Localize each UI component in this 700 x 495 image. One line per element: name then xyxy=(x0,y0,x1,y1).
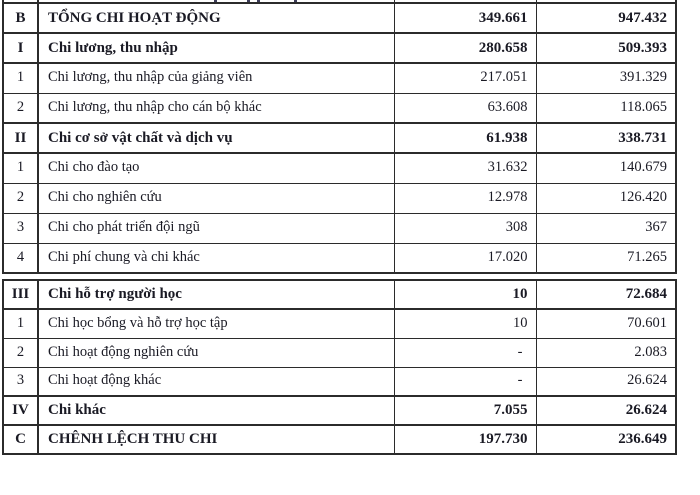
cell-value-col1: 61.938 xyxy=(393,122,537,154)
cell-value-col1: 10 xyxy=(393,308,537,339)
cell-value-col1: 17.020 xyxy=(393,242,537,274)
cell-code: I xyxy=(2,32,39,64)
table-row: 4 Chi phí chung và chi khác 17.020 71.265 xyxy=(2,242,677,274)
cell-value-col2: 391.329 xyxy=(535,62,677,94)
cell-value-col1: 12.978 xyxy=(393,182,537,214)
cell-value-col2: 71.265 xyxy=(535,242,677,274)
cell-value-col2: 70.601 xyxy=(535,308,677,339)
cell-value-col2: 72.684 xyxy=(535,279,677,310)
cell-code: B xyxy=(2,2,39,34)
expense-table-upper: B TỔNG CHI HOẠT ĐỘNG 349.661 947.432 I Chi lư… xyxy=(2,0,677,274)
text-fragment xyxy=(257,0,260,2)
table-row: I Chi lương, thu nhập 280.658 509.393 xyxy=(2,32,677,64)
cell-label xyxy=(37,0,395,4)
cell-value-col1: 308 xyxy=(393,212,537,244)
cell-value-col2: 126.420 xyxy=(535,182,677,214)
cell-value-col2: 26.624 xyxy=(535,366,677,397)
cell-value-col1: 217.051 xyxy=(393,62,537,94)
cell-value-col1: 10 xyxy=(393,279,537,310)
cell-code: 4 xyxy=(2,242,39,274)
cell-value-col2: 236.649 xyxy=(535,424,677,455)
cell-label: Chi khác xyxy=(37,395,395,426)
table-row: 2 Chi cho nghiên cứu 12.978 126.420 xyxy=(2,182,677,214)
table-row: IV Chi khác 7.055 26.624 xyxy=(2,395,677,426)
expense-table-lower: III Chi hỗ trợ người học 10 72.684 1 Chi học … xyxy=(2,279,677,455)
table-row: 2 Chi hoạt động nghiên cứu -2.083 xyxy=(2,337,677,368)
cell-value-col1: 31.632 xyxy=(393,152,537,184)
table-row: 2 Chi lương, thu nhập cho cán bộ khác 63.6… xyxy=(2,92,677,124)
cell-value-col1: 197.730 xyxy=(393,424,537,455)
cell-code: 3 xyxy=(2,366,39,397)
cell-label: Chi cho nghiên cứu xyxy=(37,182,395,214)
cell-value-col2: 2.083 xyxy=(535,337,677,368)
table-row: 1 Chi lương, thu nhập của giảng viên 217.0… xyxy=(2,62,677,94)
cell-value-col1: 7.055 xyxy=(393,395,537,426)
cell-value-col1: 280.658 xyxy=(393,32,537,64)
cell-label: Chi lương, thu nhập xyxy=(37,32,395,64)
cell-code: 1 xyxy=(2,152,39,184)
cell-code: C xyxy=(2,424,39,455)
cell-value-col2: 140.679 xyxy=(535,152,677,184)
cell-code: 3 xyxy=(2,212,39,244)
text-fragment xyxy=(214,0,217,2)
cell-value-col2: 509.393 xyxy=(535,32,677,64)
cell-code: 2 xyxy=(2,92,39,124)
cell-code: 2 xyxy=(2,182,39,214)
cell-value-col2: 947.432 xyxy=(535,2,677,34)
cell-label: Chi hỗ trợ người học xyxy=(37,279,395,310)
cell-label: Chi hoạt động khác xyxy=(37,366,395,397)
cell-code: 1 xyxy=(2,62,39,94)
text-fragment xyxy=(294,0,297,2)
cell-value-col1: 63.608 xyxy=(393,92,537,124)
cell-label: Chi cho phát triển đội ngũ xyxy=(37,212,395,244)
table-row: 3 Chi cho phát triển đội ngũ 308 367 xyxy=(2,212,677,244)
table-row: B TỔNG CHI HOẠT ĐỘNG 349.661 947.432 xyxy=(2,2,677,34)
cell-value-col1: - xyxy=(393,337,537,368)
cell-label: TỔNG CHI HOẠT ĐỘNG xyxy=(37,2,395,34)
cell-code: II xyxy=(2,122,39,154)
cell-label: CHÊNH LỆCH THU CHI xyxy=(37,424,395,455)
cell-value-col1: 349.661 xyxy=(393,2,537,34)
cell-value-col1: - xyxy=(393,366,537,397)
cell-label: Chi lương, thu nhập của giảng viên xyxy=(37,62,395,94)
table-row: C CHÊNH LỆCH THU CHI 197.730 236.649 xyxy=(2,424,677,455)
cell-value-col2: 118.065 xyxy=(535,92,677,124)
text-fragment xyxy=(247,0,250,2)
table-row: 3 Chi hoạt động khác -26.624 xyxy=(2,366,677,397)
cell-label: Chi phí chung và chi khác xyxy=(37,242,395,274)
cell-label: Chi cho đào tạo xyxy=(37,152,395,184)
table-row: III Chi hỗ trợ người học 10 72.684 xyxy=(2,279,677,310)
cell-value-col2: 26.624 xyxy=(535,395,677,426)
cell-label: Chi học bổng và hỗ trợ học tập xyxy=(37,308,395,339)
cell-code: 2 xyxy=(2,337,39,368)
cell-value-col2: 367 xyxy=(535,212,677,244)
cell-label: Chi cơ sở vật chất và dịch vụ xyxy=(37,122,395,154)
cell-code: 1 xyxy=(2,308,39,339)
table-row: II Chi cơ sở vật chất và dịch vụ 61.938 338… xyxy=(2,122,677,154)
cell-label: Chi hoạt động nghiên cứu xyxy=(37,337,395,368)
table-row: 1 Chi cho đào tạo 31.632 140.679 xyxy=(2,152,677,184)
cell-value-col2: 338.731 xyxy=(535,122,677,154)
cell-label: Chi lương, thu nhập cho cán bộ khác xyxy=(37,92,395,124)
cell-code: III xyxy=(2,279,39,310)
table-row: 1 Chi học bổng và hỗ trợ học tập 10 70.601 xyxy=(2,308,677,339)
cell-code: IV xyxy=(2,395,39,426)
